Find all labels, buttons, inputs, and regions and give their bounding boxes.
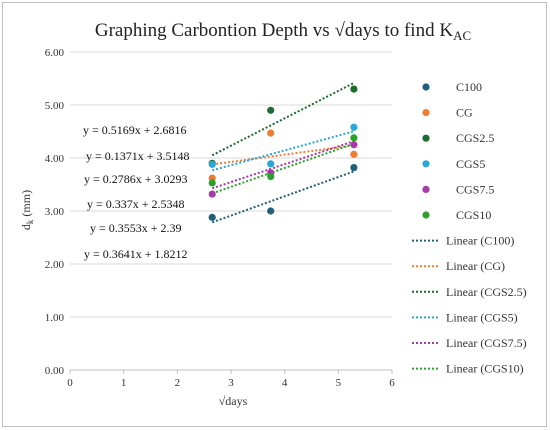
x-tick-label-2: 2 — [175, 377, 181, 389]
y-axis-label-subscript: k — [25, 219, 35, 224]
point-cgs2-5-1 — [267, 106, 275, 114]
y-tick-label-0: 0.00 — [45, 365, 65, 377]
legend-marker-3 — [422, 160, 430, 168]
equation-label-5: y = 0.3641x + 1.8212 — [84, 247, 188, 261]
equation-label-1: y = 0.1371x + 3.5148 — [86, 149, 190, 163]
trendline-cg — [212, 144, 355, 166]
x-tick-label-3: 3 — [228, 377, 234, 389]
chart-title-main: Graphing Carbontion Depth vs √days to fi… — [95, 20, 453, 41]
legend-label-3: CGS5 — [456, 157, 485, 171]
point-cg-1 — [267, 129, 275, 137]
legend-trend-label-2: Linear (CGS2.5) — [446, 285, 527, 299]
equation-label-3: y = 0.337x + 2.5348 — [87, 197, 185, 211]
gridlines — [70, 51, 392, 318]
y-tick-label-2: 2.00 — [45, 259, 65, 271]
x-axis-label: √days — [219, 394, 248, 408]
legend-trend-label-3: Linear (CGS5) — [446, 310, 518, 324]
point-cgs2-5-2 — [350, 85, 358, 93]
y-axis-label-main: d — [19, 224, 33, 230]
legend-trend-label-5: Linear (CGS10) — [446, 362, 524, 376]
equation-label-2: y = 0.2786x + 3.0293 — [84, 172, 188, 186]
trendline-cgs5 — [211, 130, 355, 172]
legend-marker-4 — [422, 185, 430, 193]
trendline-cgs7-5 — [211, 140, 355, 190]
legend-marker-0 — [422, 83, 430, 91]
point-c100-0 — [208, 213, 216, 221]
legend-trend-label-1: Linear (CG) — [446, 259, 505, 273]
point-cgs5-2 — [350, 123, 358, 131]
trendline-cgs10 — [211, 142, 355, 195]
chart-frame — [2, 2, 547, 427]
point-cgs5-0 — [208, 160, 216, 168]
legend-marker-1 — [422, 109, 430, 117]
chart-title: Graphing Carbontion Depth vs √days to fi… — [95, 20, 471, 43]
trendline-equations: y = 0.5169x + 2.6816 y = 0.1371x + 3.5148… — [83, 123, 190, 261]
point-cgs10-2 — [350, 134, 358, 142]
legend-trend-label-0: Linear (C100) — [446, 234, 514, 248]
x-tick-label-4: 4 — [282, 377, 288, 389]
y-tick-label-6: 6.00 — [45, 47, 65, 59]
trendlines — [211, 82, 355, 224]
legend-label-0: C100 — [456, 80, 482, 94]
y-tick-label-1: 1.00 — [45, 312, 65, 324]
point-cgs7-5-0 — [208, 190, 216, 198]
x-tick-labels: 0 1 2 3 4 5 6 — [67, 377, 395, 389]
legend-label-4: CGS7.5 — [456, 182, 494, 196]
y-tick-label-3: 3.00 — [45, 206, 65, 218]
legend-marker-5 — [422, 211, 430, 219]
legend-label-1: CG — [456, 106, 473, 120]
point-c100-2 — [350, 163, 358, 172]
data-points — [208, 85, 358, 221]
equation-label-0: y = 0.5169x + 2.6816 — [83, 123, 187, 137]
point-c100-1 — [267, 207, 275, 215]
chart-title-subscript: AC — [453, 28, 471, 43]
point-cg-2 — [350, 150, 358, 158]
trendline-cgs2-5 — [211, 82, 355, 157]
point-cgs10-0 — [208, 179, 216, 187]
legend-trend-label-4: Linear (CGS7.5) — [446, 336, 527, 350]
axes — [69, 369, 393, 374]
y-tick-label-5: 5.00 — [45, 100, 65, 112]
x-tick-label-5: 5 — [336, 377, 342, 389]
point-cgs5-1 — [267, 160, 275, 168]
y-tick-label-4: 4.00 — [45, 153, 65, 165]
equation-label-4: y = 0.3553x + 2.39 — [90, 221, 182, 235]
legend-label-2: CGS2.5 — [456, 131, 494, 145]
point-cgs10-1 — [267, 172, 275, 181]
y-axis-label-unit: (mm) — [19, 190, 33, 220]
legend: C100 CG CGS2.5 CGS5 CGS7.5 CGS10 Linear (C100)… — [412, 80, 527, 376]
legend-label-5: CGS10 — [456, 208, 491, 222]
trendline-c100 — [211, 170, 355, 224]
y-tick-labels: 0.00 1.00 2.00 3.00 4.00 5.00 6.00 — [45, 47, 65, 377]
legend-marker-2 — [422, 134, 430, 142]
point-cgs7-5-2 — [350, 141, 358, 149]
x-tick-label-6: 6 — [389, 377, 395, 389]
y-axis-label: dk (mm) — [19, 190, 35, 230]
x-tick-label-0: 0 — [67, 377, 73, 389]
x-tick-label-1: 1 — [121, 377, 127, 389]
